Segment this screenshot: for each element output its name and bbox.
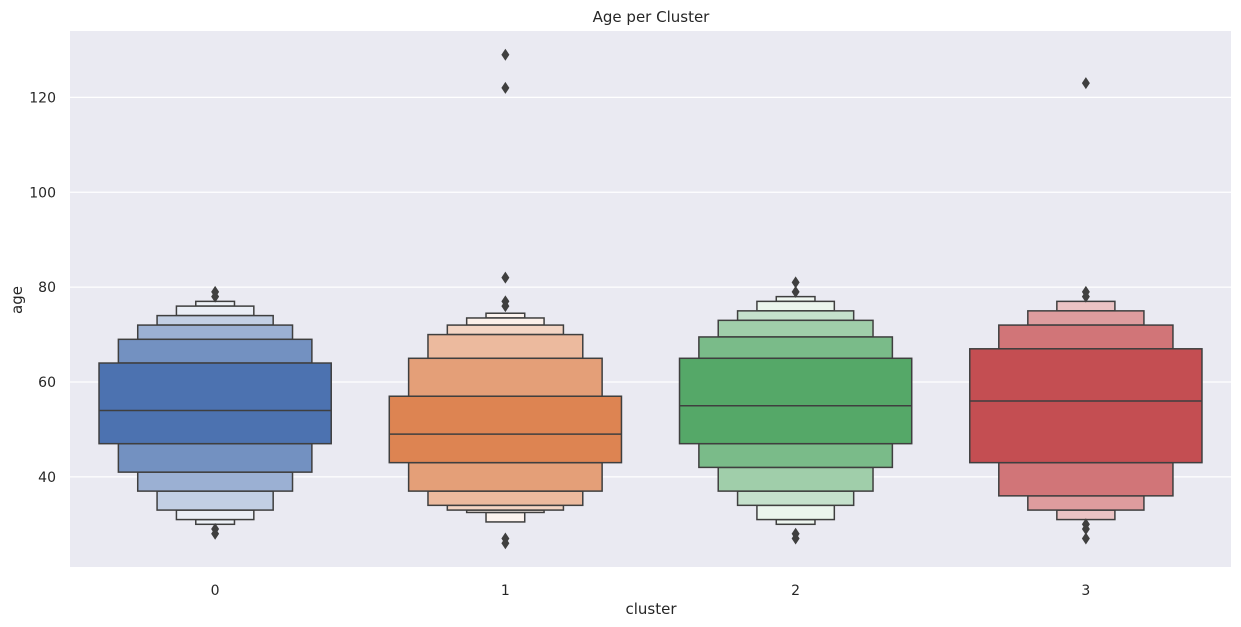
boxen-box — [156, 314, 274, 326]
boxen-box — [117, 442, 313, 473]
boxen-box — [678, 357, 913, 445]
y-tick-label: 80 — [38, 280, 56, 296]
boxen-box — [736, 310, 855, 322]
boxen-box — [136, 471, 294, 492]
x-tick-label: 2 — [791, 583, 800, 599]
outlier-point — [211, 523, 220, 536]
x-tick-label: 1 — [501, 583, 510, 599]
y-axis-label: age — [8, 286, 26, 314]
boxen-box — [485, 511, 526, 523]
outlier-point — [791, 276, 800, 289]
outlier-point — [791, 285, 800, 298]
boxen-box — [998, 324, 1174, 350]
boxen-box — [117, 338, 313, 364]
boxen-box — [156, 490, 274, 511]
x-tick-label: 3 — [1081, 583, 1090, 599]
boxen-group — [969, 77, 1203, 545]
boxen-box — [1056, 300, 1116, 312]
boxen-box — [446, 324, 565, 336]
boxen-box — [998, 461, 1174, 497]
boxen-box — [1027, 495, 1145, 511]
boxen-box — [175, 305, 255, 317]
chart-title: Age per Cluster — [593, 8, 711, 26]
boxen-box — [427, 333, 584, 360]
boxen-box — [388, 395, 623, 464]
x-axis-label: cluster — [625, 600, 677, 618]
y-tick-label: 100 — [29, 185, 56, 201]
outlier-point — [791, 527, 800, 540]
boxen-box — [969, 348, 1203, 464]
outlier-point — [501, 48, 510, 61]
x-tick-label: 0 — [211, 583, 220, 599]
y-tick-label: 120 — [29, 90, 56, 106]
boxen-box — [698, 336, 894, 360]
boxen-box — [1027, 310, 1145, 326]
boxen-box — [717, 466, 874, 492]
outlier-point — [501, 295, 510, 308]
boxen-group — [98, 285, 332, 540]
y-tick-label: 40 — [38, 470, 56, 486]
outlier-point — [501, 81, 510, 94]
outlier-point — [501, 271, 510, 284]
outlier-point — [211, 285, 220, 298]
outlier-point — [1081, 285, 1090, 298]
boxen-box — [465, 317, 545, 326]
boxen-box — [698, 442, 894, 469]
boxen-box — [1056, 509, 1116, 521]
boxen-series — [98, 48, 1203, 550]
boxen-box — [136, 324, 294, 341]
boxen-box — [427, 490, 584, 507]
y-tick-labels: 40 60 80 100 120 — [29, 90, 56, 485]
boxen-box — [175, 509, 255, 521]
outlier-point — [501, 532, 510, 545]
outlier-point — [1081, 77, 1090, 90]
boxen-box — [717, 319, 874, 338]
boxen-box — [98, 362, 332, 445]
boxen-box — [407, 461, 603, 492]
boxen-group — [388, 48, 623, 550]
boxen-box — [407, 357, 603, 397]
boxen-box — [756, 504, 836, 521]
outlier-point — [1081, 532, 1090, 545]
y-tick-label: 60 — [38, 375, 56, 391]
outlier-point — [1081, 518, 1090, 531]
boxen-box — [736, 490, 855, 507]
boxen-box — [756, 300, 836, 312]
x-tick-labels: 0 1 2 3 — [211, 583, 1091, 599]
boxen-group — [678, 276, 913, 545]
